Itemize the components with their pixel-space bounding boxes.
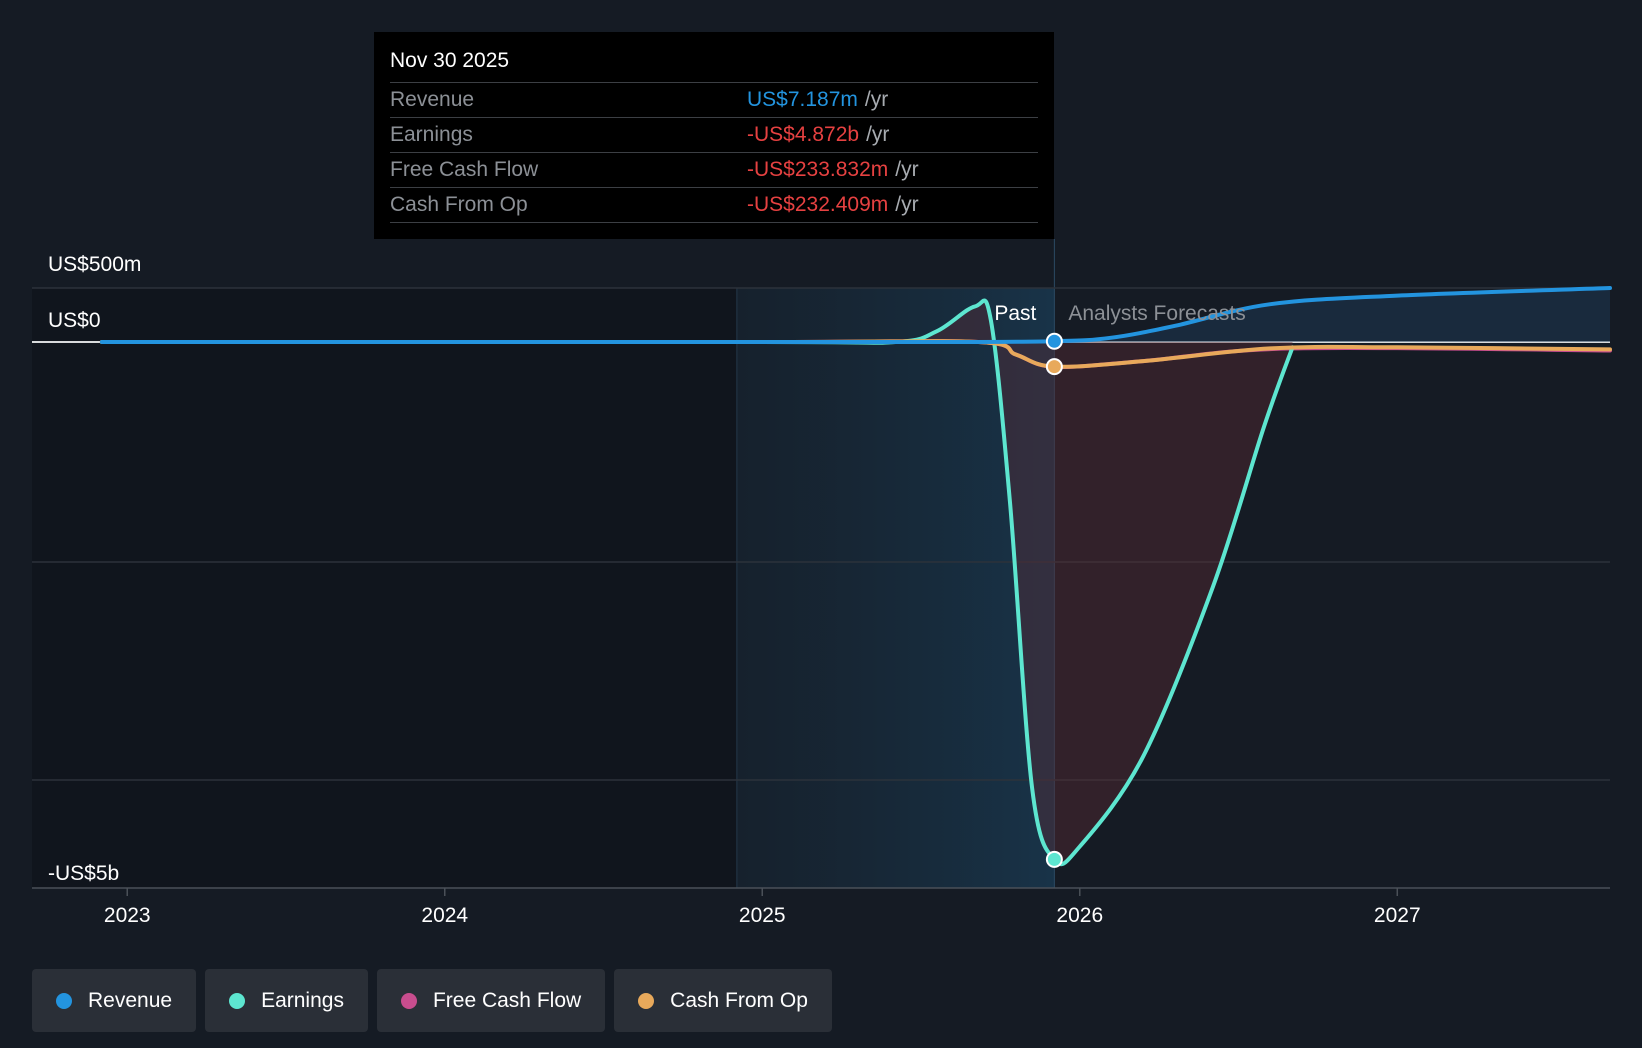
x-tick-label: 2024 [421, 904, 468, 927]
series-line-revenue [99, 286, 1612, 345]
tooltip-row-revenue: Revenue US$7.187m/yr [390, 82, 1038, 117]
legend-item-free-cash-flow[interactable]: Free Cash Flow [376, 969, 606, 1032]
tooltip-row-label: Earnings [390, 123, 473, 146]
past-label: Past [994, 302, 1036, 325]
x-tick-label: 2026 [1056, 904, 1103, 927]
tooltip-row-earnings: Earnings -US$4.872b/yr [390, 117, 1038, 152]
x-tick-label: 2027 [1374, 904, 1421, 927]
tooltip-row-unit: /yr [864, 88, 889, 111]
revenue-area [101, 288, 1611, 343]
axis-labels: 2023 2024 2025 2026 2027 US$500m US$0 -US$5b Pas… [48, 253, 1421, 927]
legend-label: Free Cash Flow [432, 988, 582, 1012]
tooltip-row-cash-from-op: Cash From Op -US$232.409m/yr [390, 187, 1038, 223]
tooltip-row-value: -US$233.832m [747, 158, 889, 181]
legend: Revenue Earnings Free Cash Flow Cash From O… [32, 969, 832, 1032]
tooltip-date: Nov 30 2025 [390, 49, 510, 72]
tooltip: Nov 30 2025 Revenue US$7.187m/yr Earnings -… [374, 32, 1054, 239]
legend-item-revenue[interactable]: Revenue [32, 969, 197, 1032]
legend-dot-icon [638, 992, 655, 1009]
legend-label: Revenue [88, 988, 173, 1012]
series-lines [99, 286, 1612, 867]
tooltip-row-unit: /yr [895, 193, 919, 216]
legend-label: Earnings [261, 988, 344, 1012]
tooltip-row-label: Cash From Op [390, 193, 528, 216]
marker-earnings [1045, 850, 1063, 868]
current-markers [1045, 332, 1063, 868]
tooltip-row-value: -US$232.409m [747, 193, 889, 216]
legend-dot-icon [56, 992, 72, 1009]
x-tick-label: 2025 [739, 904, 786, 927]
tooltip-row-unit: /yr [895, 158, 919, 181]
x-tick-label: 2023 [104, 904, 151, 927]
tooltip-row-label: Free Cash Flow [390, 158, 539, 181]
forecast-label: Analysts Forecasts [1068, 302, 1245, 325]
legend-dot-icon [400, 992, 417, 1009]
y-tick-label: -US$5b [48, 862, 119, 885]
marker-cash-from-op [1045, 358, 1063, 376]
past-region [736, 288, 1055, 888]
tooltip-row-unit: /yr [866, 123, 890, 146]
chart-background [32, 239, 1055, 888]
legend-item-cash-from-op[interactable]: Cash From Op [614, 969, 832, 1032]
tooltip-row-value: US$7.187m [747, 88, 858, 111]
pre-past-region [32, 288, 737, 888]
legend-dot-icon [229, 992, 246, 1009]
tooltip-row-free-cash-flow: Free Cash Flow -US$233.832m/yr [390, 152, 1038, 187]
tooltip-row-label: Revenue [390, 88, 475, 111]
y-tick-label: US$500m [48, 253, 141, 276]
tooltip-row-value: -US$4.872b [747, 123, 860, 146]
y-tick-label: US$0 [48, 309, 101, 332]
marker-revenue [1045, 332, 1063, 350]
legend-label: Cash From Op [670, 988, 808, 1012]
legend-item-earnings[interactable]: Earnings [205, 969, 368, 1032]
